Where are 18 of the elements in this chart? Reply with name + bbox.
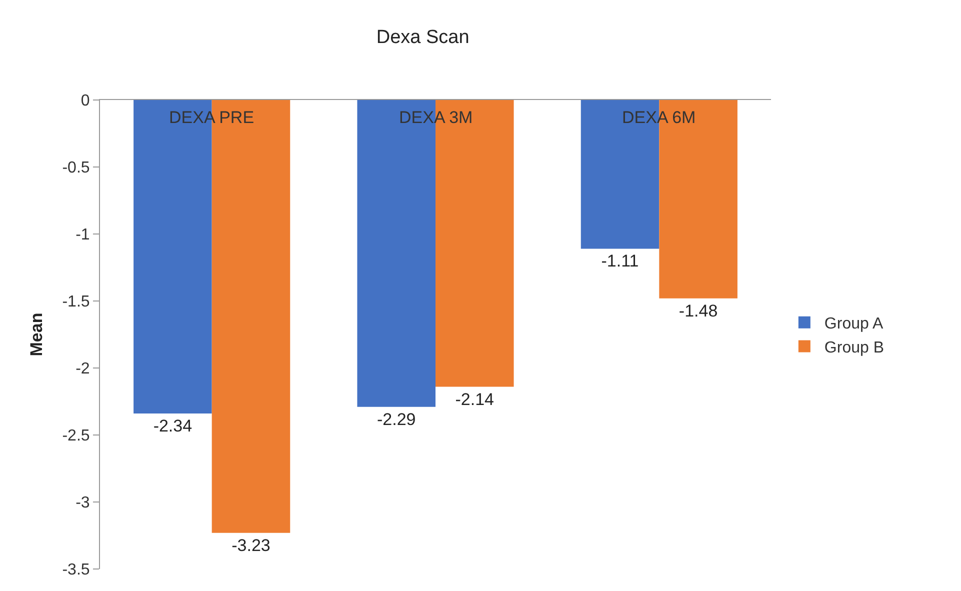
y-tick-label: -1.5: [62, 294, 90, 311]
legend-label: Group A: [824, 316, 884, 333]
y-tick-label: -0.5: [62, 160, 90, 177]
y-tick-label: -1: [76, 226, 90, 244]
data-label: -1.48: [678, 301, 718, 320]
data-label: -1.11: [601, 252, 639, 271]
data-label: -2.14: [455, 390, 494, 409]
y-tick-label: -3: [76, 494, 90, 512]
data-label: -2.29: [376, 410, 416, 429]
y-tick-label: -3.5: [62, 562, 90, 579]
data-label: -2.34: [153, 416, 192, 436]
chart-title: Dexa Scan: [376, 26, 470, 48]
y-tick-label: -2.5: [62, 428, 90, 445]
data-label: -3.23: [232, 536, 270, 555]
y-tick-label: -2: [76, 360, 90, 378]
y-tick-label: 0: [80, 92, 90, 110]
legend-label: Group B: [824, 339, 884, 356]
y-axis-title: Mean: [26, 312, 46, 356]
